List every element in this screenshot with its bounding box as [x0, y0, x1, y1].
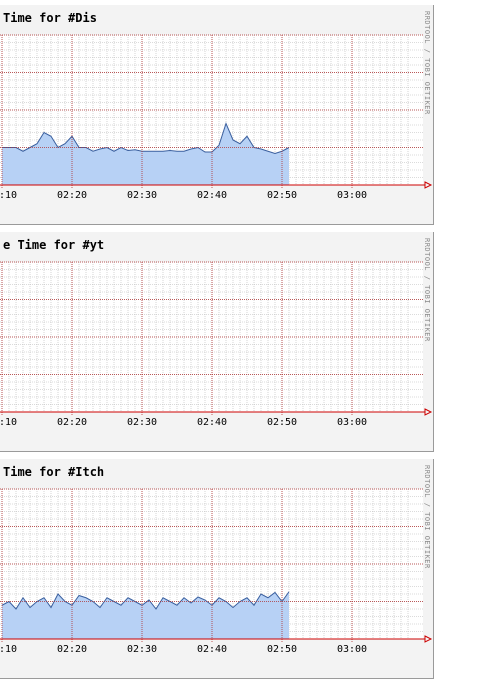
- x-tick-label: 02:20: [57, 644, 87, 655]
- rrdtool-credit: RRDTOOL / TOBI OETIKER: [423, 465, 431, 569]
- rrdtool-credit: RRDTOOL / TOBI OETIKER: [423, 11, 431, 115]
- x-tick-label: 02:40: [197, 190, 227, 201]
- chart-title: Time for #Dis: [3, 11, 97, 25]
- x-tick-label: 02:50: [267, 190, 297, 201]
- series-area: [2, 123, 289, 185]
- chart-panel-1: 02:10 02:20 02:30 02:40 02:50 03:00 Time for …: [0, 5, 434, 225]
- chart-panel-2: 02:10 02:20 02:30 02:40 02:50 03:00 e Time fo…: [0, 232, 434, 452]
- chart-title: Time for #Itch: [3, 465, 105, 479]
- x-tick-label: 02:30: [127, 644, 157, 655]
- x-tick-label: 02:40: [197, 644, 227, 655]
- x-tick-label: 02:30: [127, 417, 157, 428]
- x-tick-label: 02:40: [197, 417, 227, 428]
- chart-panel-3: 02:10 02:20 02:30 02:40 02:50 03:00 Time for …: [0, 459, 434, 679]
- chart-svg-3: 02:10 02:20 02:30 02:40 02:50 03:00: [0, 488, 433, 655]
- chart-title: e Time for #yt: [3, 238, 105, 252]
- rrdtool-credit: RRDTOOL / TOBI OETIKER: [423, 238, 431, 342]
- x-tick-label: 03:00: [337, 190, 367, 201]
- x-tick-label: 02:50: [267, 644, 297, 655]
- x-tick-label: 02:20: [57, 190, 87, 201]
- series-line: [1, 591, 290, 610]
- x-axis-arrow: [424, 181, 433, 189]
- x-tick-label: 02:10: [0, 190, 17, 201]
- chart-svg-2: 02:10 02:20 02:30 02:40 02:50 03:00: [0, 261, 433, 428]
- x-axis-arrow: [424, 635, 433, 643]
- x-tick-label: 03:00: [337, 417, 367, 428]
- plot-area: [0, 262, 423, 412]
- x-tick-label: 02:10: [0, 417, 17, 428]
- x-tick-label: 02:20: [57, 417, 87, 428]
- x-tick-label: 02:10: [0, 644, 17, 655]
- x-tick-label: 02:50: [267, 417, 297, 428]
- series-line: [2, 122, 290, 155]
- x-axis-arrow: [424, 408, 433, 416]
- chart-svg-1: 02:10 02:20 02:30 02:40 02:50 03:00: [0, 34, 433, 201]
- x-tick-label: 02:30: [127, 190, 157, 201]
- x-tick-label: 03:00: [337, 644, 367, 655]
